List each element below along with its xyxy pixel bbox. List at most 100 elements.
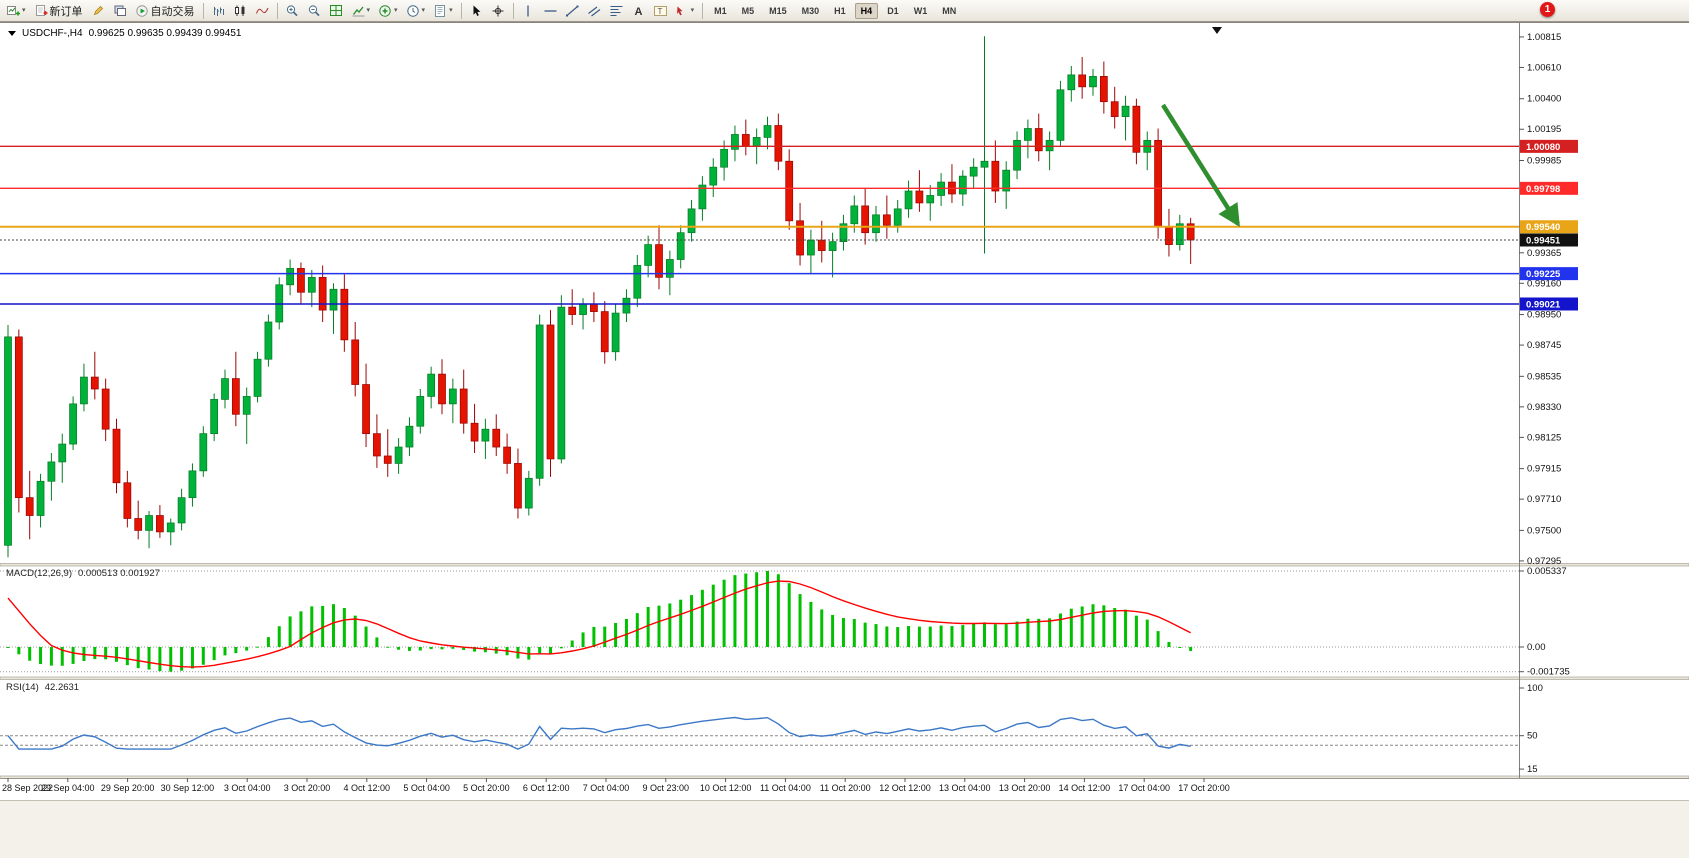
candlestick-mode-icon	[234, 5, 247, 17]
arrows-button[interactable]: ▾	[672, 1, 699, 20]
collapse-one-click-icon[interactable]	[8, 31, 16, 36]
trend-arrow-annotation[interactable]	[1161, 103, 1240, 228]
rsi-axis[interactable]: 100 50 15	[1519, 683, 1543, 775]
price-axis-label: 0.97710	[1527, 494, 1561, 505]
toolbar-separator	[702, 2, 704, 19]
trendline-icon	[565, 5, 579, 17]
text-button[interactable]: A	[628, 1, 649, 20]
price-line-label: 0.99225	[1526, 269, 1561, 280]
time-axis-label: 5 Oct 20:00	[463, 783, 510, 793]
time-axis-label: 9 Oct 23:00	[643, 783, 690, 793]
dropdown-caret-icon: ▾	[394, 6, 398, 14]
time-axis-label: 29 Sep 04:00	[41, 783, 95, 793]
time-axis-label: 17 Oct 20:00	[1178, 783, 1230, 793]
crosshair-button[interactable]	[488, 1, 509, 20]
rsi-line	[7, 716, 1191, 750]
price-axis-label: 0.97500	[1527, 525, 1561, 536]
rsi-axis-label: 15	[1527, 764, 1538, 775]
toolbar-separator	[512, 2, 514, 19]
price-line-label: 0.99540	[1526, 222, 1560, 233]
vertical-line-icon	[522, 5, 535, 17]
vertical-line-button[interactable]	[518, 1, 539, 20]
crosshair-icon	[492, 5, 505, 17]
timeframe-m15-button[interactable]: M15	[763, 3, 793, 19]
horizontal-line-objects[interactable]	[0, 145, 1519, 305]
metaeditor-button[interactable]	[88, 1, 109, 20]
text-label-icon: T	[653, 5, 667, 17]
svg-text:A: A	[634, 6, 642, 17]
timeframe-w1-button[interactable]: W1	[908, 3, 934, 19]
price-axis[interactable]: 1.00815 1.00610 1.00400 1.00195 0.99985 0.993…	[1519, 32, 1561, 567]
timeframe-m5-button[interactable]: M5	[736, 3, 761, 19]
cursor-button[interactable]	[466, 1, 487, 20]
new-order-button[interactable]: 新订单	[31, 1, 87, 20]
rsi-indicator-label: RSI(14) 42.2631	[6, 682, 79, 693]
price-axis-label: 0.97295	[1527, 556, 1561, 567]
periods-button[interactable]: ▾	[403, 1, 430, 20]
zoom-in-icon	[286, 4, 299, 17]
chart-title: USDCHF-,H4 0.99625 0.99635 0.99439 0.994…	[8, 28, 242, 39]
tile-windows-icon	[329, 4, 343, 17]
price-line-label-box	[1520, 267, 1578, 281]
text-label-button[interactable]: T	[650, 1, 671, 20]
tile-windows-button[interactable]	[326, 1, 347, 20]
new-chart-icon	[7, 5, 20, 17]
add-indicator-button[interactable]: ▾	[375, 1, 402, 20]
time-axis-label: 14 Oct 12:00	[1059, 783, 1111, 793]
timeframe-m1-button[interactable]: M1	[708, 3, 733, 19]
templates-button[interactable]: ▾	[430, 1, 457, 20]
indicators-button[interactable]: ▾	[348, 1, 375, 20]
time-axis-label: 11 Oct 20:00	[820, 783, 871, 793]
price-axis-label: 0.98535	[1527, 371, 1561, 382]
bar-chart-mode-button[interactable]	[208, 1, 229, 20]
timeframe-mn-button[interactable]: MN	[936, 3, 962, 19]
time-axis-label: 12 Oct 12:00	[879, 783, 931, 793]
timeframe-m30-button[interactable]: M30	[796, 3, 826, 19]
new-chart-button[interactable]: ▾	[3, 1, 30, 20]
time-axis-label: 3 Oct 04:00	[224, 783, 271, 793]
price-axis-label: 0.98125	[1527, 432, 1561, 443]
price-axis-label: 0.97915	[1527, 464, 1561, 475]
macd-title: MACD(12,26,9)	[6, 568, 72, 579]
trendline-button[interactable]	[562, 1, 583, 20]
zoom-in-button[interactable]	[282, 1, 303, 20]
templates-icon	[434, 4, 447, 17]
chart-windows-icon	[114, 5, 127, 17]
chart-shift-marker-icon[interactable]	[1212, 27, 1222, 34]
zoom-out-button[interactable]	[304, 1, 325, 20]
auto-trading-button[interactable]: 自动交易	[132, 1, 199, 20]
rsi-axis-label: 50	[1527, 731, 1538, 742]
timeframe-h1-button[interactable]: H1	[828, 3, 852, 19]
line-chart-mode-icon	[255, 5, 269, 17]
time-axis-label: 29 Sep 20:00	[101, 783, 155, 793]
horizontal-line-button[interactable]	[540, 1, 561, 20]
new-order-icon	[35, 4, 48, 17]
arrows-icon	[676, 5, 689, 17]
equidistant-channel-button[interactable]	[584, 1, 605, 20]
macd-axis-label: 0.005337	[1527, 566, 1567, 577]
notification-badge[interactable]: 1	[1540, 2, 1555, 17]
macd-axis[interactable]: 0.005337 0.00 -0.001735	[1519, 566, 1570, 678]
candlestick-mode-button[interactable]	[230, 1, 251, 20]
svg-text:T: T	[657, 7, 662, 16]
time-axis-label: 28 Sep 2022	[2, 783, 53, 793]
time-axis-label: 3 Oct 20:00	[284, 783, 331, 793]
chart-windows-button[interactable]	[110, 1, 131, 20]
timeframe-h4-button[interactable]: H4	[854, 2, 879, 19]
add-indicator-icon	[379, 4, 392, 17]
time-axis-label: 13 Oct 04:00	[939, 783, 991, 793]
price-line-label: 0.99451	[1526, 235, 1561, 246]
time-axis-label: 30 Sep 12:00	[161, 783, 215, 793]
dropdown-caret-icon: ▾	[22, 6, 26, 14]
price-axis-label: 0.99160	[1527, 278, 1561, 289]
auto-trading-label: 自动交易	[150, 5, 195, 18]
text-icon: A	[632, 5, 645, 17]
fibonacci-retracement-button[interactable]	[606, 1, 627, 20]
time-axis-label: 6 Oct 12:00	[523, 783, 570, 793]
timeframe-d1-button[interactable]: D1	[881, 3, 905, 19]
cursor-icon	[470, 5, 483, 17]
line-chart-mode-button[interactable]	[252, 1, 273, 20]
price-axis-label: 0.98745	[1527, 340, 1561, 351]
